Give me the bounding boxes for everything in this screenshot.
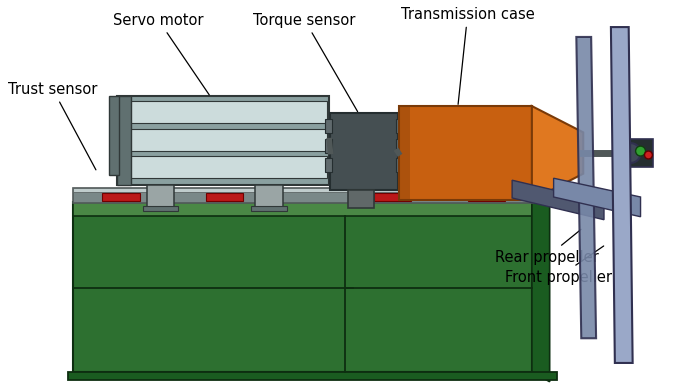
FancyBboxPatch shape (102, 193, 140, 201)
FancyBboxPatch shape (395, 139, 403, 152)
FancyBboxPatch shape (374, 193, 412, 201)
Polygon shape (576, 37, 596, 338)
FancyBboxPatch shape (399, 106, 532, 200)
FancyBboxPatch shape (119, 156, 327, 178)
FancyBboxPatch shape (109, 96, 119, 175)
FancyBboxPatch shape (325, 119, 332, 133)
Text: Torque sensor: Torque sensor (253, 13, 358, 112)
FancyBboxPatch shape (625, 139, 653, 167)
FancyBboxPatch shape (395, 158, 403, 172)
FancyBboxPatch shape (256, 185, 283, 207)
FancyBboxPatch shape (206, 193, 243, 201)
FancyBboxPatch shape (142, 206, 178, 211)
FancyBboxPatch shape (325, 158, 332, 172)
Polygon shape (512, 180, 604, 220)
FancyBboxPatch shape (147, 185, 174, 207)
FancyBboxPatch shape (73, 188, 537, 192)
Text: Transmission case: Transmission case (401, 7, 534, 104)
Circle shape (621, 143, 640, 163)
Text: Servo motor: Servo motor (113, 13, 210, 95)
FancyBboxPatch shape (73, 202, 532, 372)
FancyBboxPatch shape (117, 96, 329, 185)
Polygon shape (532, 192, 549, 382)
FancyBboxPatch shape (468, 193, 506, 201)
FancyBboxPatch shape (73, 188, 537, 203)
Polygon shape (532, 106, 583, 200)
FancyBboxPatch shape (117, 96, 131, 185)
Polygon shape (553, 178, 640, 217)
FancyBboxPatch shape (73, 202, 532, 216)
FancyBboxPatch shape (251, 206, 287, 211)
Text: Rear propeller: Rear propeller (495, 229, 599, 265)
FancyBboxPatch shape (348, 190, 374, 208)
FancyBboxPatch shape (399, 106, 410, 200)
FancyBboxPatch shape (325, 139, 332, 152)
FancyBboxPatch shape (119, 101, 327, 123)
Circle shape (645, 151, 652, 159)
FancyBboxPatch shape (68, 372, 557, 380)
FancyBboxPatch shape (119, 129, 327, 151)
FancyBboxPatch shape (395, 119, 403, 133)
Polygon shape (611, 27, 633, 363)
Text: Trust sensor: Trust sensor (8, 82, 97, 170)
Text: Front propeller: Front propeller (505, 246, 612, 285)
FancyBboxPatch shape (330, 113, 397, 190)
Circle shape (636, 146, 645, 156)
